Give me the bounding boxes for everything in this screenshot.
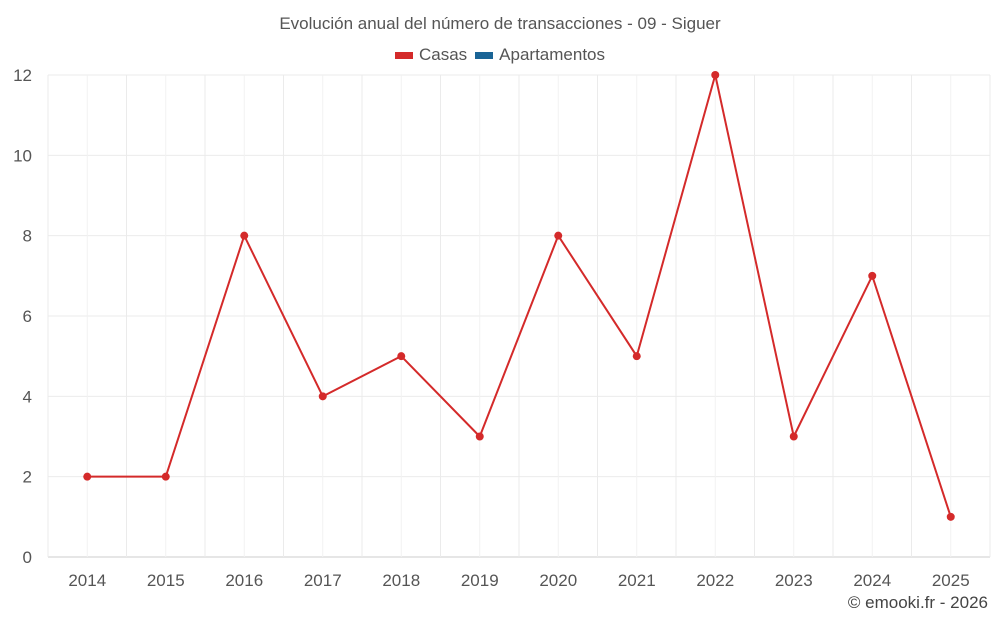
data-point: [711, 71, 720, 79]
y-tick-label: 2: [23, 468, 32, 487]
y-tick-label: 10: [13, 146, 32, 165]
data-point: [397, 352, 406, 361]
x-tick-label: 2016: [225, 571, 263, 590]
x-tick-label: 2022: [696, 571, 734, 590]
y-tick-label: 6: [23, 307, 32, 326]
y-tick-label: 12: [13, 66, 32, 85]
data-point: [475, 432, 484, 441]
x-tick-label: 2014: [68, 571, 106, 590]
x-tick-label: 2025: [932, 571, 970, 590]
data-point: [868, 271, 877, 280]
data-point: [789, 432, 798, 441]
x-tick-label: 2018: [382, 571, 420, 590]
legend-label-apartamentos: Apartamentos: [499, 45, 606, 64]
chart-title: Evolución anual del número de transaccio…: [279, 14, 721, 33]
legend-swatch-apartamentos: [475, 51, 494, 59]
data-point: [318, 392, 327, 401]
footer-credit: © emooki.fr - 2026: [847, 593, 988, 612]
legend-label-casas: Casas: [418, 45, 468, 64]
legend-item-apartamentos[interactable]: Apartamentos: [475, 45, 605, 65]
data-point: [240, 231, 249, 240]
x-tick-label: 2015: [147, 571, 185, 590]
data-point: [83, 472, 92, 481]
data-point: [632, 352, 641, 361]
chart-legend: Casas Apartamentos: [0, 45, 1000, 65]
y-tick-label: 8: [23, 227, 32, 246]
x-tick-label: 2024: [853, 571, 891, 590]
x-tick-label: 2023: [775, 571, 813, 590]
data-point: [554, 231, 563, 240]
y-tick-label: 0: [23, 548, 32, 567]
x-tick-label: 2020: [539, 571, 577, 590]
x-tick-label: 2019: [461, 571, 499, 590]
legend-item-casas[interactable]: Casas: [394, 45, 468, 65]
y-tick-label: 4: [23, 387, 32, 406]
data-point: [946, 512, 955, 521]
legend-swatch-casas: [394, 51, 413, 59]
x-tick-label: 2021: [618, 571, 656, 590]
series-line-casas: [87, 74, 952, 518]
data-point: [161, 472, 170, 481]
x-tick-label: 2017: [304, 571, 342, 590]
